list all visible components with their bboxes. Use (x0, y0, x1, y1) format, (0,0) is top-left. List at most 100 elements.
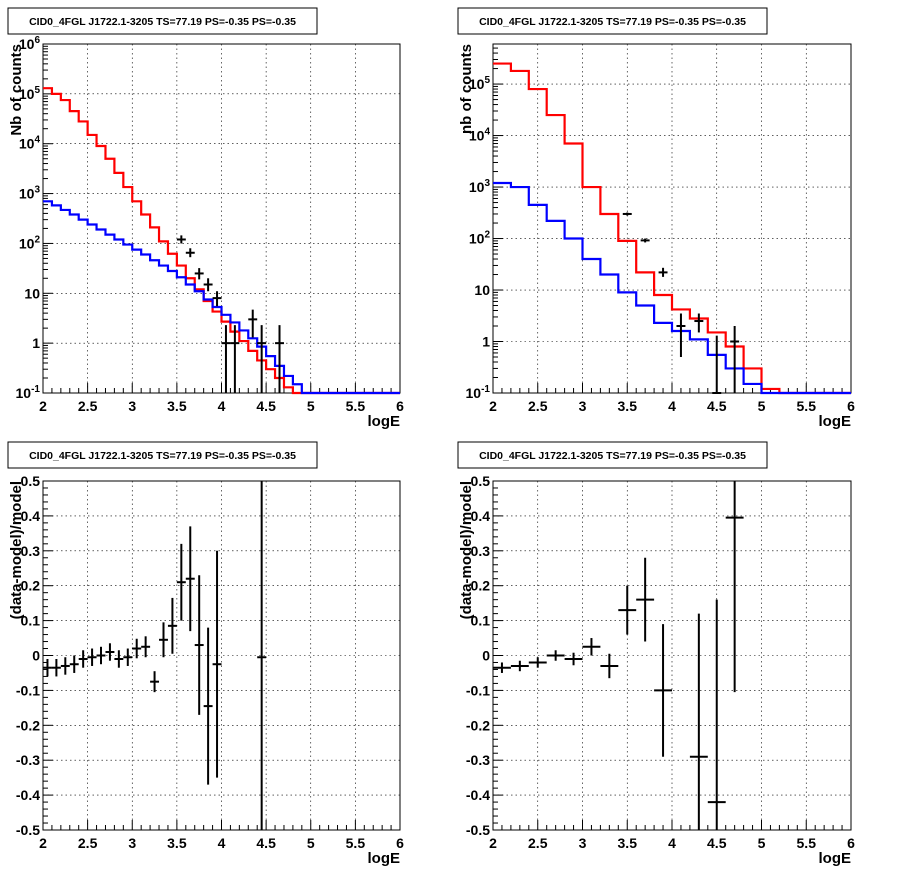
x-axis-ticks (42, 820, 401, 830)
x-tick-label: 2 (39, 835, 47, 851)
chart-title: CID0_4FGL J1722.1-3205 TS=77.19 PS=-0.35… (29, 450, 296, 462)
y-tick-label: 106 (19, 35, 41, 52)
y-tick-label: 0.4 (21, 508, 41, 524)
x-tick-label: 6 (847, 398, 855, 414)
data-point (528, 657, 547, 668)
title-frame (457, 441, 768, 469)
data-point (176, 235, 186, 244)
x-tick-label: 6 (396, 835, 404, 851)
y-tick-label: -0.3 (16, 752, 40, 768)
x-tick-label: 5 (758, 835, 766, 851)
y-axis-title: Nb of counts (8, 44, 25, 136)
title-frame (7, 441, 318, 469)
data-point (159, 622, 168, 658)
data-point (69, 655, 79, 673)
chart-panel-4: 2 2.5 3 3.5 4 4.5 5 5.5 6 -0.5 -0.4 -0.3 -0.2 -0.1 0 0.… (458, 473, 855, 867)
x-tick-label: 3 (579, 835, 587, 851)
y-tick-label: -0.4 (466, 787, 490, 803)
title-frame (7, 7, 318, 35)
x-tick-label: 5 (307, 835, 315, 851)
chart-panel-1: 2 2.5 3 3.5 4 4.5 5 5.5 6 10-1 1 10 102 103 104 105 106 l… (8, 35, 404, 430)
data-point (510, 660, 529, 672)
y-tick-label: -0.4 (16, 787, 40, 803)
x-tick-label: 5 (307, 398, 315, 414)
data-point (712, 335, 722, 394)
data-point (275, 325, 284, 393)
data-point (123, 648, 133, 666)
x-tick-label: 5.5 (346, 835, 366, 851)
x-tick-label: 5.5 (797, 398, 817, 414)
y-tick-label: -0.2 (16, 717, 40, 733)
y-tick-label: 0 (482, 648, 490, 664)
data-point (51, 658, 61, 677)
plot-frame (42, 43, 401, 394)
x-tick-label: 3.5 (618, 398, 638, 414)
data-points (43, 481, 267, 830)
data-point (658, 267, 668, 277)
x-tick-label: 2.5 (78, 398, 98, 414)
y-tick-label: 103 (469, 178, 491, 195)
data-point (185, 526, 195, 632)
data-point (636, 557, 655, 642)
x-tick-label: 2.5 (78, 835, 98, 851)
y-tick-label: 0 (32, 648, 40, 664)
y-tick-label: 103 (19, 185, 41, 202)
x-tick-label: 4 (668, 835, 676, 851)
x-tick-label: 3 (128, 398, 136, 414)
y-axis-ticks (493, 480, 503, 831)
x-tick-label: 2 (39, 398, 47, 414)
chart-title: CID0_4FGL J1722.1-3205 TS=77.19 PS=-0.35… (29, 16, 296, 28)
x-axis-title: logE (368, 850, 401, 867)
x-axis-title: logE (368, 413, 401, 430)
x-tick-label: 3.5 (167, 398, 187, 414)
y-tick-label: 0.2 (471, 578, 491, 594)
data-point (43, 658, 52, 677)
chart-title: CID0_4FGL J1722.1-3205 TS=77.19 PS=-0.35… (479, 450, 746, 462)
x-tick-label: 3 (128, 835, 136, 851)
data-point (640, 238, 650, 243)
data-point (600, 653, 619, 679)
y-tick-label: -0.5 (466, 822, 490, 838)
x-tick-label: 2 (489, 835, 497, 851)
data-point (582, 638, 601, 656)
data-point (694, 313, 704, 333)
data-point (546, 650, 565, 661)
x-tick-label: 4 (668, 398, 676, 414)
y-tick-label: 105 (19, 85, 41, 102)
y-tick-label: 10-1 (16, 384, 41, 401)
y-axis-ticks (43, 480, 53, 831)
y-tick-label: -0.5 (16, 822, 40, 838)
y-tick-label: 102 (19, 234, 41, 251)
chart-title-box: CID0_4FGL J1722.1-3205 TS=77.19 PS=-0.35… (457, 441, 768, 469)
y-tick-label: 0.3 (21, 543, 41, 559)
data-point (194, 268, 204, 280)
y-axis-ticks (43, 43, 53, 394)
y-tick-label: 1 (482, 334, 490, 350)
data-points (622, 212, 740, 394)
y-tick-label: 102 (469, 230, 491, 247)
data-point (257, 325, 267, 393)
data-point (87, 648, 97, 666)
data-points (176, 235, 284, 393)
x-axis-title: logE (819, 413, 852, 430)
data-point (60, 657, 70, 675)
y-tick-label: -0.3 (466, 752, 490, 768)
y-tick-label: 1 (32, 335, 40, 351)
histogram-series-1 (43, 87, 400, 395)
data-point (141, 636, 151, 658)
data-points (493, 481, 744, 830)
x-tick-label: 6 (396, 398, 404, 414)
y-axis-title: (data-model)/model (458, 481, 475, 619)
data-point (78, 650, 88, 668)
x-tick-label: 4.5 (256, 398, 276, 414)
data-point (622, 212, 632, 216)
y-tick-label: -0.1 (16, 682, 40, 698)
y-tick-label: 10-1 (466, 384, 491, 401)
data-point (176, 543, 186, 621)
y-tick-label: 105 (469, 75, 491, 92)
data-point (725, 481, 744, 693)
data-point (230, 325, 240, 393)
y-tick-label: 0.1 (21, 613, 41, 629)
x-tick-label: 2.5 (528, 398, 548, 414)
